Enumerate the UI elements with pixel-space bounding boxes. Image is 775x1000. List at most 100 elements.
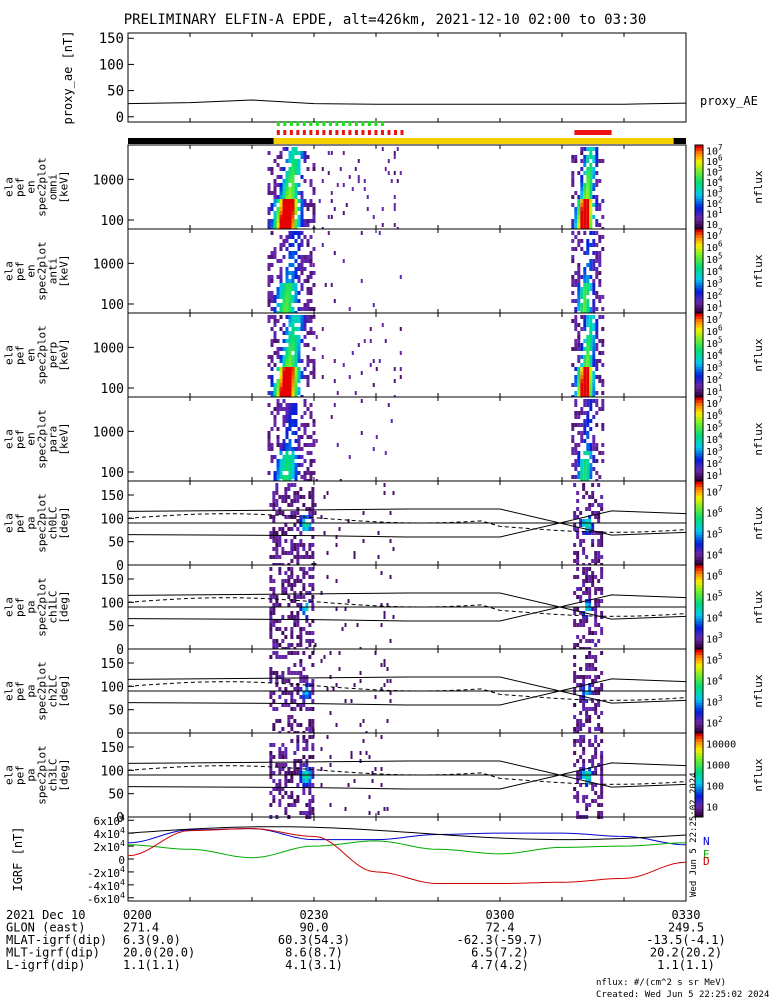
colorbar-tick-label: 102 (706, 456, 723, 471)
y-tick-label: 2x104 (94, 838, 126, 854)
spectrum-pixel (276, 219, 280, 223)
bar-black-segment (673, 138, 686, 144)
colorbar-cell (695, 363, 703, 367)
flag-red-dash (322, 130, 326, 135)
pa-pixel (308, 583, 312, 587)
spectrum-pixel (279, 295, 283, 299)
pa-pixel (305, 743, 309, 747)
spectrum-pixel (583, 379, 587, 383)
pa-pixel (594, 575, 598, 579)
igrf-series-E (127, 840, 687, 859)
colorbar-cell (695, 744, 703, 748)
pa-pixel (293, 799, 297, 803)
colorbar-cell (695, 433, 703, 437)
pa-pixel (383, 659, 386, 663)
pa-pixel (594, 531, 598, 535)
pa-pixel (275, 763, 279, 767)
spectrum-pixel (589, 287, 593, 291)
spectrum-pixel (360, 431, 363, 435)
pa-pixel (594, 655, 598, 659)
spectrum-pixel (294, 375, 298, 379)
pa-pixel (600, 775, 604, 779)
pa-pixel (573, 751, 577, 755)
spectrum-pixel (294, 151, 298, 155)
spectrum-pixel (294, 367, 298, 371)
spectrum-pixel (592, 387, 596, 391)
spectrum-pixel (595, 347, 599, 351)
pa-pixel (588, 523, 592, 527)
pa-pixel (299, 723, 303, 727)
spectrum-pixel (309, 235, 313, 239)
spectrum-pixel (282, 243, 286, 247)
pa-pixel (594, 703, 598, 707)
colorbar-tick-label: 106 (706, 240, 723, 255)
pa-pixel (591, 699, 595, 703)
spectrum-pixel (583, 191, 587, 195)
spectrum-pixel (276, 291, 280, 295)
spectrum-pixel (273, 159, 277, 163)
pa-pixel (272, 547, 276, 551)
colorbar-label: nflux (752, 590, 765, 623)
spectrum-pixel (589, 455, 593, 459)
spectrum-pixel (294, 283, 298, 287)
spectrum-pixel (312, 203, 316, 207)
spectrum-pixel (285, 159, 289, 163)
spectrum-pixel (297, 183, 301, 187)
spectrum-pixel (279, 379, 283, 383)
pa-pixel (311, 679, 315, 683)
spectrum-pixel (294, 171, 298, 175)
spectrum-pixel (574, 159, 578, 163)
spectrum-pixel (375, 367, 378, 371)
pa-pixel (287, 771, 291, 775)
spectrum-pixel (303, 375, 307, 379)
spectrum-pixel (303, 155, 307, 159)
flag-red-dash (341, 130, 345, 135)
spectrum-pixel (282, 439, 286, 443)
spectrum-pixel (294, 463, 298, 467)
spectrum-pixel (288, 155, 292, 159)
spectrum-pixel (577, 199, 581, 203)
pa-pixel (311, 783, 315, 787)
spectrum-pixel (589, 463, 593, 467)
spectrum-pixel (357, 343, 360, 347)
spectrum-pixel (574, 219, 578, 223)
colorbar-cell (695, 248, 703, 252)
pa-pixel (278, 803, 282, 807)
spectrum-pixel (288, 383, 292, 387)
spectrum-pixel (267, 187, 271, 191)
pa-pixel (293, 651, 297, 655)
pa-pixel (269, 771, 273, 775)
spectrum-pixel (592, 351, 596, 355)
spectrum-pixel (306, 379, 310, 383)
colorbar-cell (695, 251, 703, 255)
pa-pixel (308, 719, 312, 723)
pa-pixel (284, 499, 288, 503)
colorbar-cell (695, 220, 703, 224)
colorbar-cell (695, 427, 703, 432)
spectrum-pixel (285, 203, 289, 207)
spectrum-pixel (583, 403, 587, 407)
spectrum-pixel (583, 267, 587, 271)
pa-pixel (302, 607, 306, 611)
pa-pixel (591, 607, 595, 611)
pa-pixel (305, 775, 309, 779)
igrf-d-label: D (703, 855, 710, 868)
spectrum-pixel (589, 183, 593, 187)
pa-pixel (350, 751, 353, 755)
spectrum-pixel (273, 183, 277, 187)
spectrum-pixel (303, 159, 307, 163)
spectrum-pixel (297, 167, 301, 171)
colorbar-cell (695, 797, 703, 801)
spectrum-pixel (270, 275, 274, 279)
spectrum-pixel (351, 351, 354, 355)
pa-pixel (290, 615, 294, 619)
pa-pixel (377, 531, 380, 535)
spectrum-pixel (309, 463, 313, 467)
spectrum-pixel (595, 411, 599, 415)
pa-pixel (281, 591, 285, 595)
spectrum-pixel (288, 339, 292, 343)
y-tick-label: 100 (101, 596, 124, 611)
spectrum-pixel (589, 427, 593, 431)
